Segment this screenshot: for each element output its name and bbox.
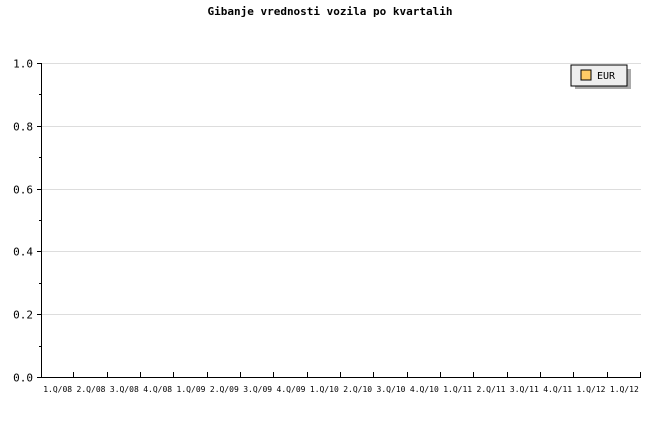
x-tick-label: 3.Q/10 bbox=[377, 385, 406, 394]
x-tick-label: 4.Q/11 bbox=[543, 385, 572, 394]
x-tick-label: 4.Q/09 bbox=[277, 385, 306, 394]
legend-swatch-eur bbox=[580, 69, 592, 81]
x-tick-label: 1.Q/10 bbox=[310, 385, 339, 394]
x-tick-label: 1.Q/12 bbox=[610, 385, 639, 394]
x-tick-label: 2.Q/10 bbox=[343, 385, 372, 394]
y-tick-label: 0.4 bbox=[13, 246, 33, 259]
y-tick-label: 0.6 bbox=[13, 184, 33, 197]
x-tick-label: 4.Q/10 bbox=[410, 385, 439, 394]
x-tick-label: 3.Q/08 bbox=[110, 385, 139, 394]
x-tick-label: 1.Q/08 bbox=[43, 385, 72, 394]
x-tick-label: 2.Q/11 bbox=[477, 385, 506, 394]
x-tick-label: 1.Q/11 bbox=[443, 385, 472, 394]
legend[interactable]: EUR bbox=[570, 64, 631, 89]
y-tick-label: 0.2 bbox=[13, 309, 33, 322]
x-tick-label: 3.Q/09 bbox=[243, 385, 272, 394]
x-tick-label: 4.Q/08 bbox=[143, 385, 172, 394]
gridlines bbox=[41, 63, 641, 315]
chart-title: Gibanje vrednosti vozila po kvartalih bbox=[207, 5, 452, 18]
y-tick-label: 0.0 bbox=[13, 372, 33, 385]
x-tick-label: 1.Q/09 bbox=[177, 385, 206, 394]
x-tick-label: 2.Q/08 bbox=[77, 385, 106, 394]
y-tick-label: 1.0 bbox=[13, 58, 33, 71]
x-tick-label: 3.Q/11 bbox=[510, 385, 539, 394]
legend-label-eur: EUR bbox=[597, 71, 616, 82]
x-tick-label: 1.Q/12 bbox=[577, 385, 606, 394]
x-tick-label: 2.Q/09 bbox=[210, 385, 239, 394]
y-axis-ticks: 0.0 0.2 0.4 0.6 0.8 1.0 bbox=[13, 58, 41, 385]
x-axis-ticks: 1.Q/08 2.Q/08 3.Q/08 4.Q/08 1.Q/09 2.Q/09 3.Q/… bbox=[43, 372, 641, 394]
axes bbox=[41, 63, 641, 378]
y-tick-label: 0.8 bbox=[13, 121, 33, 134]
